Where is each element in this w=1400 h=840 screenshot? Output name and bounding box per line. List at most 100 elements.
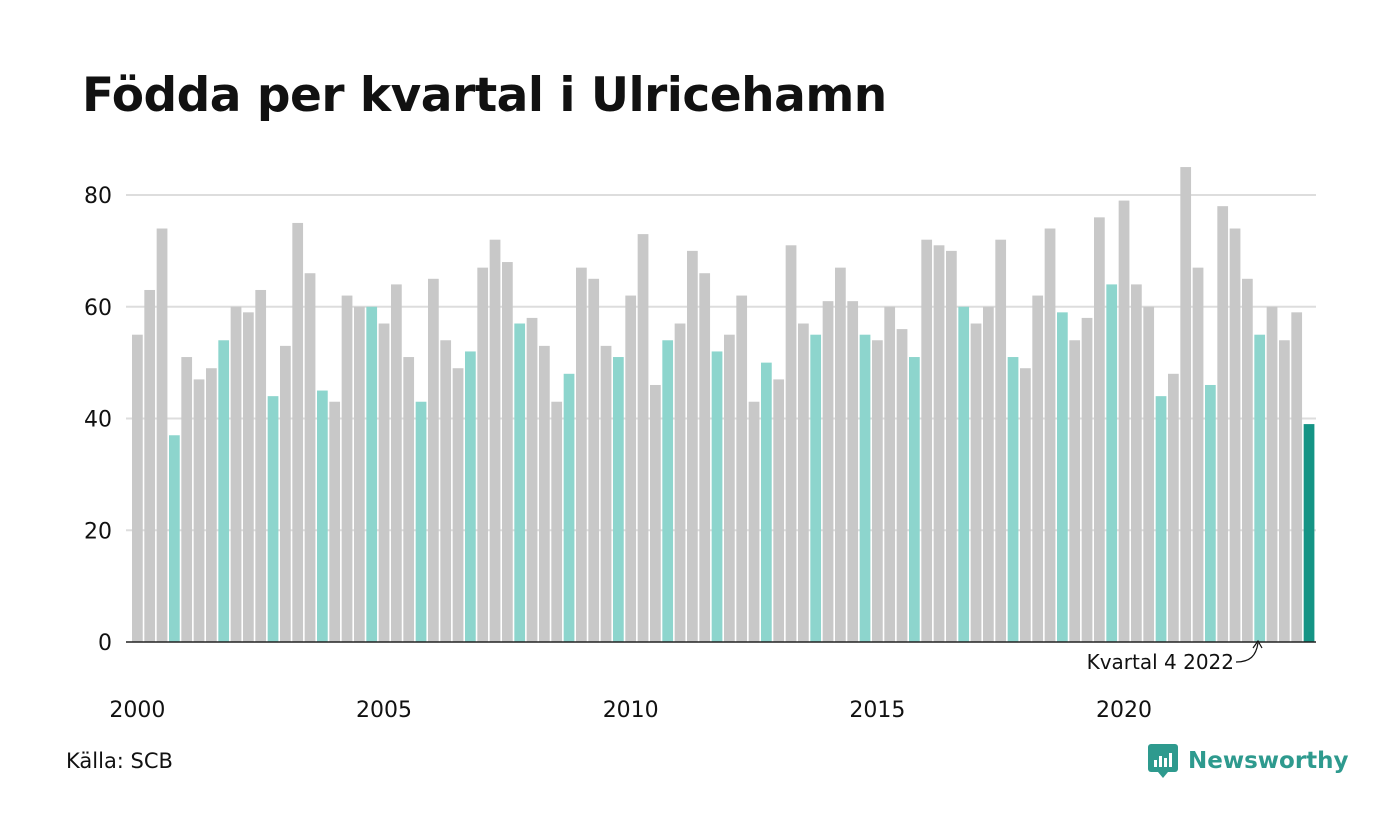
x-tick-label: 2000 bbox=[109, 698, 165, 723]
bar bbox=[921, 239, 933, 642]
bar bbox=[452, 368, 464, 642]
bar bbox=[1057, 312, 1068, 642]
bar bbox=[465, 351, 476, 642]
bar bbox=[1032, 295, 1044, 642]
bar bbox=[946, 250, 957, 643]
bar bbox=[1192, 267, 1204, 642]
bars bbox=[132, 167, 1315, 643]
bar bbox=[1081, 317, 1093, 642]
bar bbox=[785, 245, 797, 643]
bar bbox=[366, 306, 378, 642]
bar bbox=[415, 401, 427, 642]
bar bbox=[872, 340, 883, 642]
bar bbox=[539, 345, 550, 642]
x-tick-label: 2015 bbox=[849, 698, 905, 723]
newsworthy-logo-icon bbox=[1148, 744, 1178, 778]
annotation-arrowhead bbox=[1252, 639, 1263, 649]
bar bbox=[859, 334, 871, 642]
bar bbox=[440, 340, 452, 642]
bar bbox=[687, 250, 698, 643]
bar bbox=[304, 273, 316, 642]
y-tick-label: 0 bbox=[98, 631, 112, 656]
bar bbox=[773, 379, 785, 642]
bar bbox=[736, 295, 748, 642]
x-tick-label: 2005 bbox=[356, 698, 412, 723]
bar bbox=[1155, 396, 1167, 642]
bar bbox=[144, 289, 156, 642]
bar bbox=[1217, 206, 1229, 643]
x-tick-label: 2020 bbox=[1096, 698, 1152, 723]
bar bbox=[761, 362, 772, 643]
bar bbox=[699, 273, 711, 642]
bar bbox=[1143, 306, 1155, 642]
bar bbox=[255, 289, 267, 642]
bar bbox=[674, 323, 686, 642]
bar bbox=[218, 340, 230, 642]
bar bbox=[1205, 384, 1216, 642]
bar bbox=[1266, 306, 1278, 642]
bar bbox=[600, 345, 612, 642]
bar bbox=[551, 401, 563, 642]
bar bbox=[206, 368, 217, 642]
bar bbox=[1242, 278, 1253, 642]
bar bbox=[810, 334, 822, 642]
bar bbox=[1069, 340, 1081, 642]
bar bbox=[526, 317, 538, 642]
bar bbox=[292, 222, 304, 642]
bar bbox=[613, 357, 624, 642]
chart-title: Födda per kvartal i Ulricehamn bbox=[82, 68, 887, 123]
bar bbox=[489, 239, 501, 642]
bar bbox=[1254, 334, 1266, 642]
bar bbox=[650, 384, 661, 642]
bar bbox=[884, 306, 896, 642]
bar bbox=[588, 278, 600, 642]
bar bbox=[391, 284, 402, 642]
bar bbox=[169, 435, 180, 642]
bar bbox=[1118, 200, 1130, 642]
bar bbox=[662, 340, 674, 642]
bar bbox=[1131, 284, 1142, 642]
bar bbox=[1180, 167, 1192, 642]
bar bbox=[317, 390, 328, 642]
bar bbox=[896, 329, 908, 642]
bar bbox=[1229, 228, 1241, 642]
y-axis-ticks: 0 20 40 60 80 bbox=[84, 184, 112, 656]
bar bbox=[280, 345, 291, 642]
bar bbox=[711, 351, 723, 642]
y-tick-label: 40 bbox=[84, 408, 112, 433]
bar bbox=[428, 278, 439, 642]
bar bbox=[909, 357, 920, 642]
bar bbox=[637, 234, 649, 643]
bar bbox=[1020, 368, 1031, 642]
bar bbox=[354, 306, 365, 642]
bar bbox=[181, 357, 193, 642]
bar bbox=[267, 396, 279, 642]
y-tick-label: 20 bbox=[84, 519, 112, 544]
bar bbox=[576, 267, 587, 642]
bar bbox=[563, 373, 575, 642]
bar bbox=[329, 401, 341, 642]
bar bbox=[341, 295, 353, 642]
bar bbox=[1094, 217, 1105, 642]
bar bbox=[156, 228, 168, 642]
bar bbox=[1291, 312, 1303, 642]
y-tick-label: 60 bbox=[84, 296, 112, 321]
bar bbox=[958, 306, 970, 642]
source-note: Källa: SCB bbox=[66, 749, 173, 773]
brand-name: Newsworthy bbox=[1188, 748, 1349, 774]
bar bbox=[1168, 373, 1179, 642]
bar bbox=[625, 295, 637, 642]
bar bbox=[514, 323, 526, 642]
bar bbox=[230, 306, 242, 642]
bar bbox=[835, 267, 846, 642]
bar bbox=[477, 267, 489, 642]
bar bbox=[724, 334, 735, 642]
brand-logo[interactable]: Newsworthy bbox=[1148, 744, 1349, 778]
bar bbox=[378, 323, 390, 642]
x-tick-label: 2010 bbox=[603, 698, 659, 723]
bar bbox=[748, 401, 760, 642]
bar bbox=[1303, 424, 1315, 642]
bar bbox=[1044, 228, 1056, 642]
y-tick-label: 80 bbox=[84, 184, 112, 209]
